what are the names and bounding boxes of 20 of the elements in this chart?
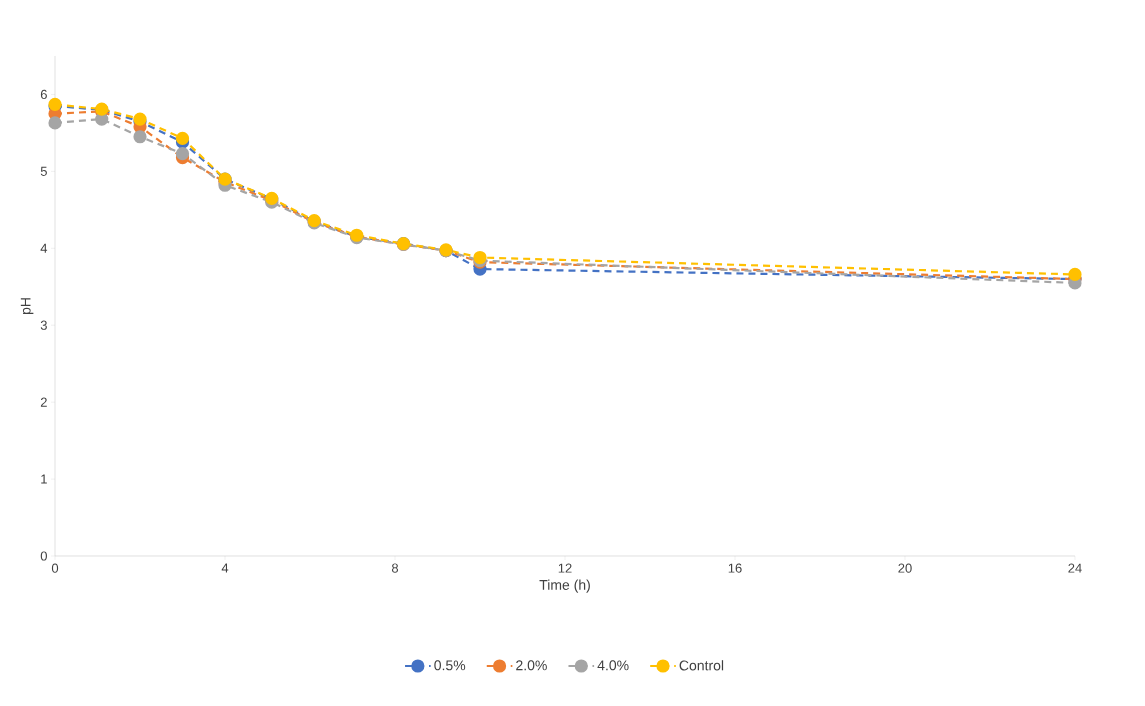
x-tick-label: 8 bbox=[391, 563, 399, 573]
legend-label: 2.0% bbox=[516, 660, 547, 671]
y-tick-label: 1 bbox=[41, 474, 47, 484]
y-tick-label: 6 bbox=[40, 89, 47, 100]
y-tick-label: 2 bbox=[40, 397, 47, 407]
y-tick-label: 4 bbox=[40, 243, 48, 253]
x-tick-label: 20 bbox=[898, 563, 912, 573]
x-tick-label: 16 bbox=[728, 563, 742, 573]
legend-label: Control bbox=[679, 660, 724, 671]
x-tick-label: 0 bbox=[51, 563, 59, 573]
x-tick-label: 24 bbox=[1068, 563, 1082, 573]
x-tick-label: 12 bbox=[558, 563, 572, 573]
legend-label: 4.0% bbox=[597, 660, 629, 671]
legend-label: 0.5% bbox=[434, 660, 466, 671]
y-tick-label: 3 bbox=[40, 320, 47, 330]
y-tick-label: 5 bbox=[40, 166, 47, 176]
y-tick-label: 0 bbox=[40, 551, 47, 561]
x-axis-title: Time (h) bbox=[539, 579, 590, 593]
y-axis-title: pH bbox=[20, 298, 34, 315]
x-tick-label: 4 bbox=[221, 563, 229, 573]
